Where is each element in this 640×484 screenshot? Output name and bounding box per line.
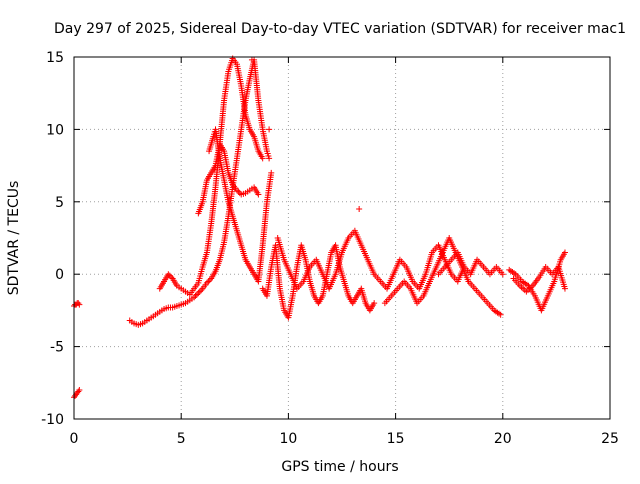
y-tick-label: 5 [55, 195, 64, 211]
data-point [266, 126, 273, 133]
data-point [561, 249, 568, 256]
data-point [236, 190, 243, 197]
data-point [356, 206, 363, 213]
data-point [233, 187, 240, 194]
data-point [198, 287, 205, 294]
data-point [193, 291, 200, 298]
x-tick-label: 25 [601, 431, 619, 447]
y-tick-label: -10 [41, 412, 64, 428]
data-point [196, 288, 203, 295]
data-point [195, 290, 202, 297]
y-tick-label: 15 [46, 50, 64, 66]
data-point [205, 278, 212, 285]
data-points [71, 55, 568, 401]
data-point [561, 285, 568, 292]
data-point [499, 271, 506, 278]
data-point [192, 292, 199, 299]
data-point [248, 56, 255, 63]
y-axis-label: SDTVAR / TECUs [6, 181, 22, 296]
data-point [259, 155, 266, 162]
data-point [75, 388, 82, 395]
chart-title: Day 297 of 2025, Sidereal Day-to-day VTE… [54, 21, 626, 37]
x-tick-label: 15 [387, 431, 405, 447]
data-point [76, 301, 83, 308]
data-point [235, 188, 242, 195]
y-tick-label: -5 [50, 340, 64, 356]
grid-lines [74, 57, 610, 419]
data-point [266, 155, 273, 162]
x-tick-label: 0 [70, 431, 79, 447]
data-point [166, 272, 173, 279]
x-tick-label: 20 [494, 431, 512, 447]
data-point [168, 274, 175, 281]
y-tick-label: 10 [46, 122, 64, 138]
data-point [165, 271, 172, 278]
x-tick-label: 5 [177, 431, 186, 447]
axis-ticks: 0 5 10 15 20 25 -10 -5 0 5 10 15 [41, 50, 619, 447]
data-point [371, 300, 378, 307]
data-point [75, 300, 82, 307]
data-point [76, 387, 83, 394]
y-tick-label: 0 [55, 267, 64, 283]
x-tick-label: 10 [279, 431, 297, 447]
data-point [255, 191, 262, 198]
data-point [268, 169, 275, 176]
data-point [497, 311, 504, 318]
x-axis-label: GPS time / hours [281, 459, 398, 475]
data-point [191, 294, 198, 301]
data-point [206, 276, 213, 283]
data-point [203, 279, 210, 286]
plot-frame [73, 56, 611, 420]
